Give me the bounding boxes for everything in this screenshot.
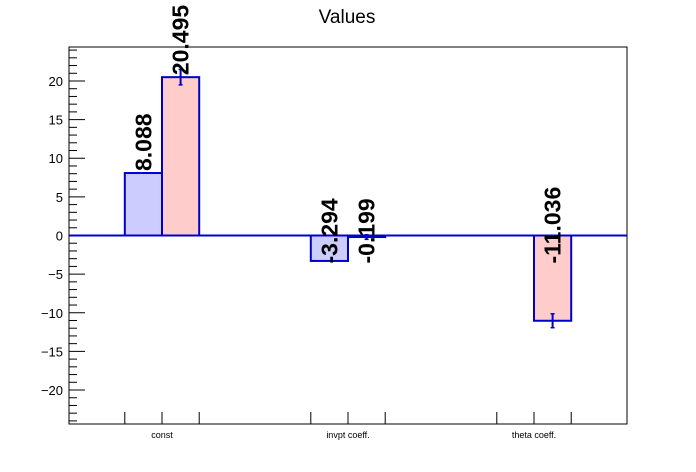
x-category-label: const	[151, 430, 173, 440]
y-tick-label: −20	[41, 383, 63, 398]
x-category-label: invpt coeff.	[326, 430, 369, 440]
y-tick-label: 10	[49, 151, 63, 166]
y-tick-label: 0	[56, 229, 63, 244]
y-tick-label: 5	[56, 190, 63, 205]
y-tick-label: −5	[48, 267, 63, 282]
data-label: -11.036	[540, 187, 566, 264]
y-tick-label: 20	[49, 74, 63, 89]
data-label: 20.495	[168, 5, 194, 76]
bar	[123, 172, 164, 237]
y-tick-label: 15	[49, 113, 63, 128]
bar	[161, 76, 201, 237]
plot-area: −20 −15 −10 −5 0 5 10 15 20 const invpt coeff. thet…	[41, 5, 628, 440]
y-tick-label: −15	[41, 344, 63, 359]
data-label: -0.199	[354, 198, 380, 263]
x-category-label: theta coeff.	[512, 430, 556, 440]
y-tick-label: −10	[41, 306, 63, 321]
data-label: 8.088	[130, 113, 156, 171]
bar	[533, 234, 573, 322]
chart-title: Values	[319, 7, 376, 28]
data-label: -3.294	[316, 198, 342, 263]
